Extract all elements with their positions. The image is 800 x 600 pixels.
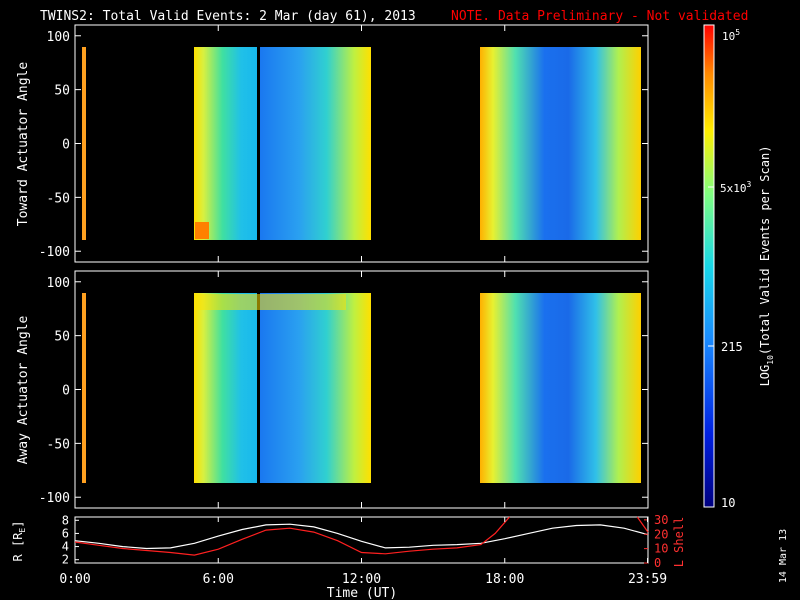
y-tick-label: -50 [47, 191, 70, 206]
colorbar: 10 215 5x103 105 LOG10(Total Valid Event… [703, 24, 775, 510]
side-date: 14 Mar 13 [778, 529, 789, 583]
colorbar-label: LOG10(Total Valid Events per Scan) [758, 146, 775, 387]
y-tick-label: 0 [62, 384, 70, 399]
lshell-tick-label: 0 [654, 556, 661, 570]
r-tick-label: 4 [62, 540, 69, 554]
lshell-tick-label: 20 [654, 527, 668, 541]
away-block-1 [194, 293, 257, 483]
toward-block-2 [260, 47, 371, 240]
ephemeris-series-line [636, 516, 649, 533]
y-tick-label: 50 [54, 84, 70, 99]
y-tick-label: 50 [54, 330, 70, 345]
colorbar-tick-5e3: 5x103 [720, 180, 752, 195]
r-tick-label: 6 [62, 526, 69, 540]
time-tick-label: 18:00 [485, 572, 524, 587]
away-panel: Away Actuator Angle [16, 270, 649, 509]
y-tick-label: -100 [39, 491, 70, 506]
toward-ylabel: Toward Actuator Angle [16, 62, 31, 227]
colorbar-scale [703, 24, 715, 508]
toward-hotspot [195, 222, 209, 239]
toward-data-blocks [82, 47, 641, 240]
toward-block-edge [82, 47, 86, 240]
axes-ticks: 100500-50-100100500-50-100864230201000:0… [39, 25, 668, 587]
time-tick-label: 12:00 [342, 572, 381, 587]
lshell-tick-label: 10 [654, 542, 668, 556]
ephemeris-series-line [74, 523, 649, 550]
away-data-blocks [82, 293, 641, 483]
colorbar-tick-10: 10 [721, 496, 735, 510]
preliminary-warning: NOTE. Data Preliminary - Not validated [451, 9, 748, 24]
r-tick-label: 8 [62, 513, 69, 527]
ephemeris-series-line [74, 516, 510, 556]
lshell-label: L Shell [672, 517, 686, 568]
y-tick-label: -50 [47, 437, 70, 452]
ephemeris-panel: R [RE] L Shell Time (UT) [11, 516, 686, 600]
y-tick-label: -100 [39, 245, 70, 260]
y-tick-label: 100 [47, 276, 70, 291]
y-tick-label: 100 [47, 30, 70, 45]
toward-block-1 [194, 47, 257, 240]
time-tick-label: 23:59 [628, 572, 667, 587]
r-tick-label: 2 [62, 553, 69, 567]
lshell-tick-label: 30 [654, 513, 668, 527]
away-block-edge [82, 293, 86, 483]
toward-panel: Toward Actuator Angle [16, 24, 649, 263]
away-top-band [196, 294, 346, 310]
colorbar-tick-215: 215 [721, 340, 743, 354]
y-tick-label: 0 [62, 138, 70, 153]
ephemeris-plot-frame [74, 516, 649, 564]
away-ylabel: Away Actuator Angle [16, 315, 31, 464]
ephemeris-lines [74, 516, 649, 556]
time-tick-label: 0:00 [59, 572, 90, 587]
time-tick-label: 6:00 [203, 572, 234, 587]
away-block-2 [260, 293, 371, 483]
toward-block-3 [480, 47, 641, 240]
away-block-3 [480, 293, 641, 483]
ephemeris-ylabel: R [RE] [11, 521, 27, 562]
figure-title: TWINS2: Total Valid Events: 2 Mar (day 6… [40, 9, 416, 24]
colorbar-tick-1e5: 105 [722, 28, 740, 43]
time-xlabel: Time (UT) [327, 586, 397, 600]
